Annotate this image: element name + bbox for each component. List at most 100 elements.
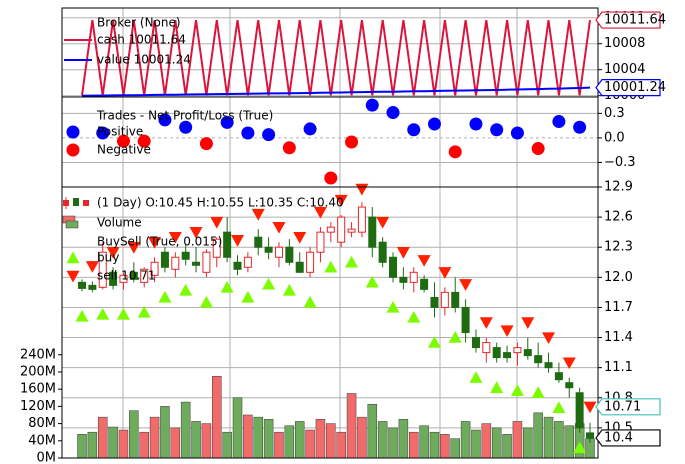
y-tick-label: 12.3 xyxy=(604,240,633,255)
trade-point xyxy=(552,115,566,129)
trade-point xyxy=(324,171,338,185)
volume-bar xyxy=(118,429,129,459)
buy-marker xyxy=(386,300,400,313)
legend-swatch xyxy=(83,200,89,206)
value-tag-box xyxy=(595,398,661,416)
volume-bar xyxy=(180,401,191,459)
buy-marker xyxy=(573,441,587,454)
candle-body xyxy=(140,268,149,283)
trade-point xyxy=(282,141,296,155)
volume-bar xyxy=(305,429,315,459)
volume-bar xyxy=(274,431,284,459)
volume-bar xyxy=(97,416,108,459)
legend-swatch xyxy=(66,251,80,264)
trade-point xyxy=(448,145,462,159)
sell-marker xyxy=(396,247,410,259)
value-tag-box xyxy=(595,79,661,97)
buy-marker xyxy=(531,386,545,398)
candle-body xyxy=(586,432,594,439)
candle-body xyxy=(243,256,252,268)
buy-marker xyxy=(179,283,193,296)
volume-bar xyxy=(429,431,440,459)
panel: 10000100041000810012Broker (None)cash 10… xyxy=(61,7,645,103)
volume-bar xyxy=(533,412,543,459)
candle-body xyxy=(129,271,138,280)
volume-bar xyxy=(481,423,492,459)
y2-tick-label: 0M xyxy=(37,451,57,464)
y-tick-label: 11.7 xyxy=(604,300,633,315)
buy-marker xyxy=(137,305,151,318)
candle-body xyxy=(503,352,512,359)
buy-marker xyxy=(324,260,338,273)
value-tag: 10.4 xyxy=(595,429,661,447)
y-tick-label: 11.1 xyxy=(604,360,633,375)
buy-marker xyxy=(75,309,89,322)
legend-swatch xyxy=(73,198,79,206)
volume-bar xyxy=(471,429,481,459)
buy-marker xyxy=(345,255,359,268)
buy-marker xyxy=(510,384,524,396)
sell-marker xyxy=(148,237,162,249)
sell-marker xyxy=(500,325,514,338)
candle-body xyxy=(378,241,387,263)
sell-marker xyxy=(168,231,182,244)
buy-marker xyxy=(158,290,172,303)
sell-marker xyxy=(542,332,556,345)
candle-body xyxy=(150,261,159,276)
trade-point xyxy=(490,123,504,137)
candle-body xyxy=(409,271,418,283)
legend-swatch xyxy=(65,220,79,229)
volume-bar xyxy=(502,434,512,459)
sell-marker xyxy=(313,206,327,219)
legend-swatch xyxy=(66,270,80,283)
buy-marker xyxy=(448,331,462,343)
value-tag-label: 10011.64 xyxy=(604,13,666,28)
y-tick-label: −0.3 xyxy=(604,155,636,170)
volume-bar xyxy=(326,423,336,459)
trade-point xyxy=(199,137,213,151)
legend-label: Positive xyxy=(97,125,143,139)
candle-body xyxy=(285,246,294,263)
buy-marker xyxy=(407,310,421,323)
candle-body xyxy=(98,251,107,288)
candle-body xyxy=(492,347,501,359)
volume-bar xyxy=(419,425,429,459)
volume-bar xyxy=(409,431,419,459)
y2-tick-label: 120M xyxy=(20,399,56,414)
candle-body xyxy=(274,246,283,258)
trade-point xyxy=(179,120,193,134)
y2-tick-label: 40M xyxy=(28,433,56,448)
trade-point xyxy=(241,126,255,140)
trade-point xyxy=(96,126,110,140)
volume-bar xyxy=(398,419,409,459)
trade-point xyxy=(427,117,441,131)
trade-point xyxy=(262,128,276,142)
volume-bar xyxy=(512,421,523,459)
y2-tick-label: 200M xyxy=(20,364,56,379)
candle-body xyxy=(202,251,211,273)
volume-bar xyxy=(77,434,87,459)
sell-marker xyxy=(521,317,535,329)
legend-swatch xyxy=(63,200,69,206)
y-tick-label: 10004 xyxy=(604,62,645,77)
legend-label: sell 10.71 xyxy=(97,269,155,283)
candle-body xyxy=(430,296,439,308)
candle-body xyxy=(212,238,221,258)
volume-bar xyxy=(357,416,367,459)
sell-marker xyxy=(272,221,286,234)
candle-body xyxy=(254,236,263,248)
candle-body xyxy=(233,261,242,270)
legend-label: Negative xyxy=(97,143,151,157)
line-series xyxy=(81,19,591,96)
trade-point xyxy=(469,117,483,131)
candle-body xyxy=(223,231,232,258)
volume-bar xyxy=(243,414,253,459)
panel: 10.510.811.111.411.712.012.312.612.90M40… xyxy=(20,180,633,464)
candle-body xyxy=(326,226,335,233)
candle-body xyxy=(78,281,86,289)
sell-marker xyxy=(231,234,245,247)
trade-point xyxy=(158,113,172,127)
trade-point xyxy=(531,142,545,156)
buy-marker xyxy=(365,275,379,288)
candle-body xyxy=(337,216,346,243)
